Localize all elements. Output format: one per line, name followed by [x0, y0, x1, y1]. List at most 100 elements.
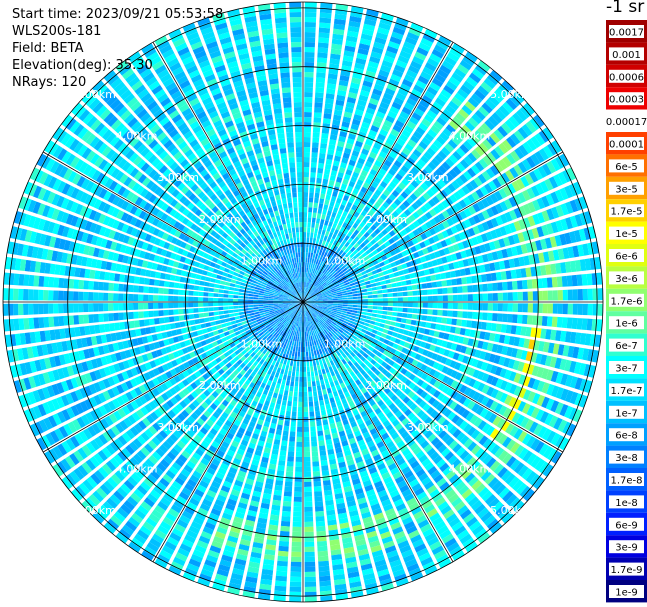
ppi-gate-cell [415, 79, 427, 90]
ppi-gate-cell [426, 336, 434, 343]
ppi-gate-cell [309, 257, 313, 263]
ppi-gate-cell [317, 555, 329, 562]
ppi-gate-cell [333, 334, 339, 339]
ppi-gate-cell [432, 234, 440, 243]
ppi-gate-cell [349, 282, 356, 287]
ppi-gate-cell [305, 306, 308, 312]
ppi-gate-cell [383, 387, 391, 395]
ppi-gate-cell [462, 259, 470, 267]
ppi-gate-cell [305, 292, 308, 298]
ppi-gate-cell [388, 78, 400, 87]
ppi-gate-cell [312, 279, 316, 285]
ppi-gate-cell [525, 470, 537, 484]
ppi-gate-cell [339, 316, 345, 321]
ppi-gate-cell [308, 197, 314, 203]
ppi-gate-cell [287, 451, 295, 457]
ppi-gate-cell [367, 271, 373, 277]
ppi-gate-cell [430, 274, 437, 281]
ppi-gate-cell [320, 318, 326, 324]
ppi-gate-cell [537, 426, 548, 439]
ppi-gate-cell [314, 496, 323, 502]
ppi-gate-cell [411, 314, 418, 320]
ppi-gate-cell [353, 355, 360, 362]
ppi-gate-cell [530, 266, 537, 277]
ppi-gate-cell [458, 231, 466, 241]
ppi-gate-cell [363, 391, 371, 399]
ppi-gate-cell [492, 282, 498, 291]
ppi-gate-cell [332, 308, 338, 311]
ppi-gate-cell [277, 550, 289, 557]
ppi-gate-cell [377, 411, 385, 419]
ppi-gate-cell [342, 331, 348, 337]
ppi-gate-cell [322, 209, 328, 215]
ppi-gate-cell [535, 183, 545, 195]
ppi-gate-cell [441, 210, 450, 219]
ppi-gate-cell [493, 261, 501, 271]
ppi-gate-cell [320, 379, 325, 386]
ppi-gate-cell [301, 336, 303, 342]
ppi-gate-cell [565, 390, 574, 403]
ppi-gate-cell [413, 510, 425, 520]
ppi-gate-cell [371, 449, 380, 457]
ppi-gate-cell [314, 97, 324, 103]
ppi-gate-cell [306, 294, 310, 299]
ppi-gate-cell [445, 489, 457, 500]
ppi-gate-cell [582, 303, 588, 316]
ppi-gate-cell [581, 318, 588, 331]
ppi-gate-cell [397, 55, 410, 64]
ppi-gate-cell [312, 212, 317, 218]
ppi-gate-cell [488, 353, 496, 363]
ppi-gate-cell [436, 339, 443, 346]
ppi-gate-cell [410, 60, 422, 70]
ppi-gate-cell [508, 396, 518, 408]
ppi-gate-cell [399, 512, 411, 521]
ppi-gate-cell [536, 212, 546, 224]
ppi-gate-cell [363, 277, 370, 282]
ppi-gate-cell [472, 203, 481, 213]
ppi-gate-cell [315, 276, 320, 281]
ppi-gate-cell [449, 235, 457, 244]
ppi-gate-cell [401, 78, 413, 88]
ppi-gate-cell [328, 366, 334, 372]
ppi-gate-cell [339, 204, 346, 211]
ppi-gate-cell [274, 387, 280, 394]
ppi-gate-cell [373, 355, 380, 362]
ppi-gate-cell [437, 416, 447, 425]
ppi-gate-cell [313, 324, 317, 330]
ppi-gate-cell [338, 270, 344, 276]
ppi-gate-cell [293, 361, 297, 367]
ppi-gate-cell [371, 432, 380, 440]
ppi-gate-cell [304, 272, 306, 278]
ppi-gate-cell [392, 378, 400, 386]
ppi-gate-cell [306, 361, 310, 367]
ppi-gate-cell [345, 316, 351, 320]
ppi-gate-cell [322, 123, 331, 129]
ppi-gate-cell [336, 261, 342, 267]
ppi-gate-cell [462, 285, 468, 293]
ppi-gate-cell [528, 421, 539, 434]
ppi-gate-cell [325, 351, 330, 357]
ppi-gate-cell [317, 315, 322, 320]
ppi-gate-cell [307, 303, 313, 306]
ppi-gate-cell [387, 293, 393, 298]
ppi-gate-cell [560, 330, 567, 342]
ppi-gate-cell [348, 20, 361, 28]
ppi-gate-cell [333, 114, 342, 121]
ppi-gate-cell [307, 316, 311, 321]
ppi-gate-cell [340, 365, 347, 372]
ppi-gate-cell [347, 91, 358, 99]
ppi-gate-cell [402, 302, 408, 307]
ppi-gate-cell [422, 289, 428, 295]
ppi-gate-cell [314, 227, 319, 234]
ppi-gate-cell [353, 145, 362, 153]
ppi-gate-cell [335, 314, 341, 319]
ppi-gate-cell [477, 371, 485, 381]
ppi-gate-cell [419, 341, 427, 348]
ppi-gate-cell [388, 230, 396, 237]
ppi-gate-cell [375, 485, 386, 493]
ppi-gate-cell [387, 245, 394, 252]
ppi-gate-cell [388, 150, 398, 159]
ppi-gate-cell [411, 359, 419, 367]
ppi-gate-cell [387, 302, 393, 307]
ppi-gate-cell [341, 288, 347, 292]
